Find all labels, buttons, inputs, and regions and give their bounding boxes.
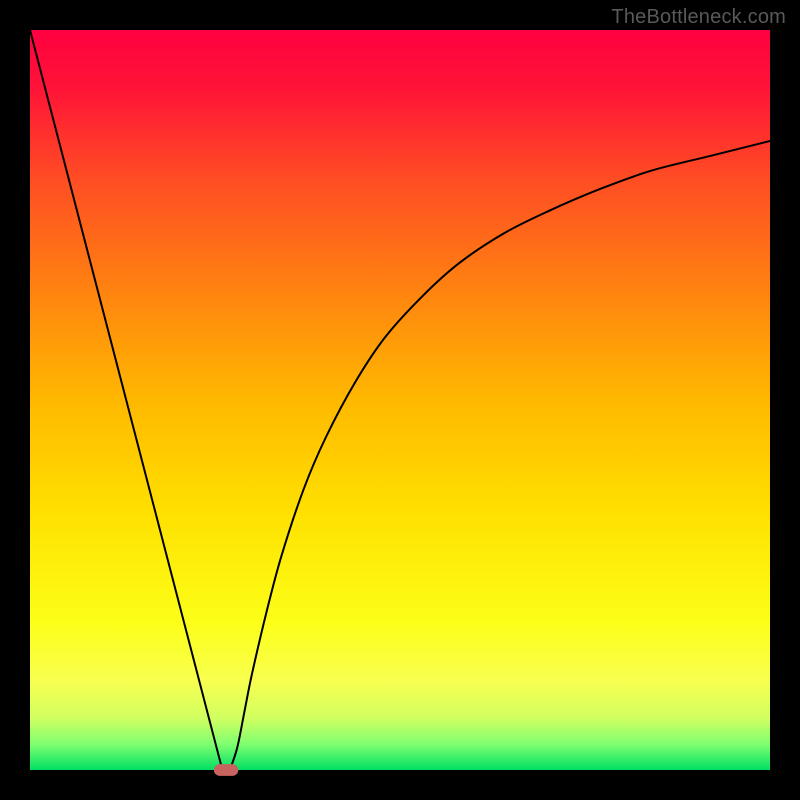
optimum-marker [214,764,238,776]
bottleneck-chart [0,0,800,800]
watermark-text: TheBottleneck.com [611,6,786,29]
chart-frame: TheBottleneck.com [0,0,800,800]
plot-background-gradient [30,30,770,770]
